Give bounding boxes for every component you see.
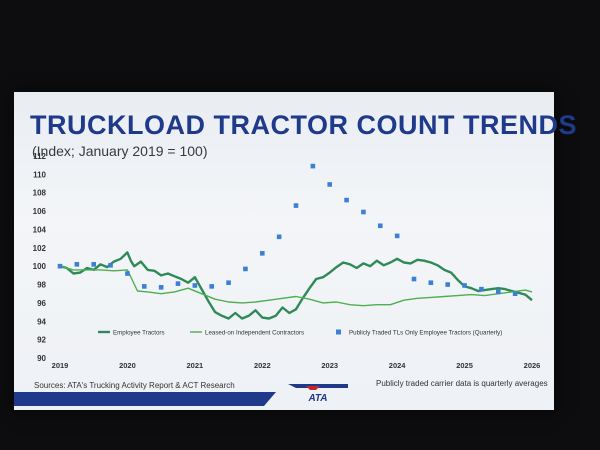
scatter-point-public-tractors xyxy=(141,284,147,289)
x-tick-label: 2024 xyxy=(389,361,407,370)
scatter-point-public-tractors xyxy=(310,163,316,169)
logo-eagle-red xyxy=(306,386,320,390)
y-tick-label: 90 xyxy=(37,354,46,363)
chart-title: TRUCKLOAD TRACTOR COUNT TRENDS xyxy=(30,110,577,140)
x-tick-label: 2025 xyxy=(456,361,473,370)
sources-note: Sources: ATA's Trucking Activity Report … xyxy=(34,381,235,390)
y-tick-label: 112 xyxy=(33,152,46,161)
y-tick-label: 96 xyxy=(37,299,46,308)
logo-text: ATA xyxy=(307,393,327,404)
scatter-point-public-tractors xyxy=(293,203,299,208)
scatter-point-public-tractors xyxy=(243,266,248,272)
x-tick-label: 2022 xyxy=(254,361,271,370)
scatter-point-public-tractors xyxy=(344,197,349,203)
series-line-leased-contractors xyxy=(59,265,533,307)
y-tick-label: 98 xyxy=(37,281,46,290)
scatter-point-public-tractors xyxy=(394,233,400,239)
scatter-point-public-tractors xyxy=(428,280,434,286)
legend-label: Employee Tractors xyxy=(113,330,165,337)
y-tick-label: 104 xyxy=(33,225,47,234)
scatter-point-public-tractors xyxy=(209,284,215,289)
scatter-point-public-tractors xyxy=(259,251,265,256)
y-tick-label: 94 xyxy=(37,317,46,326)
scatter-point-public-tractors xyxy=(411,276,417,282)
scatter-point-public-tractors xyxy=(108,262,113,268)
x-tick-label: 2023 xyxy=(321,361,338,370)
presentation-slide: TRUCKLOAD TRACTOR COUNT TRENDS (Index; J… xyxy=(14,92,576,410)
line-chart: 90 92 94 96 98 100 102 104 106 108 110 112 2019 2020 2… xyxy=(33,152,541,370)
x-tick-label: 2020 xyxy=(119,361,136,370)
scatter-point-public-tractors xyxy=(125,271,130,276)
scatter-point-public-tractors xyxy=(361,209,366,215)
scatter-point-public-tractors xyxy=(512,291,518,297)
footnote: Publicly traded carrier data is quarterl… xyxy=(376,379,548,388)
x-tick-label: 2021 xyxy=(187,361,204,370)
y-tick-label: 108 xyxy=(33,189,47,198)
scatter-point-public-tractors xyxy=(377,223,383,229)
x-tick-label: 2026 xyxy=(524,361,541,370)
x-tick-label: 2019 xyxy=(52,361,69,370)
scatter-point-public-tractors xyxy=(74,262,80,267)
legend-label: Leased-on Independent Contractors xyxy=(205,330,304,337)
scatter-point-public-tractors xyxy=(175,281,181,286)
series-line-employee-tractors xyxy=(59,251,533,320)
y-tick-label: 92 xyxy=(37,336,46,345)
scatter-point-public-tractors xyxy=(192,283,198,288)
scatter-point-public-tractors xyxy=(445,282,451,287)
scatter-point-public-tractors xyxy=(57,263,63,269)
y-tick-label: 100 xyxy=(33,262,47,271)
scatter-point-public-tractors xyxy=(276,234,282,240)
scatter-point-public-tractors xyxy=(462,283,467,288)
legend-swatch xyxy=(336,329,341,335)
scatter-point-public-tractors xyxy=(327,182,333,187)
scatter-point-public-tractors xyxy=(226,280,231,286)
scatter-point-public-tractors xyxy=(91,262,97,267)
scatter-point-public-tractors xyxy=(158,285,164,290)
scatter-point-public-tractors xyxy=(495,289,501,295)
footer-accent-bar xyxy=(14,392,276,406)
legend-label: Publicly Traded TLs Only Employee Tracto… xyxy=(349,330,502,337)
y-tick-label: 102 xyxy=(33,244,47,253)
scatter-point-public-tractors xyxy=(479,286,484,292)
y-tick-label: 110 xyxy=(33,170,46,179)
ata-logo: ATA xyxy=(288,384,348,404)
chart-subtitle: (Index; January 2019 = 100) xyxy=(32,143,208,159)
y-tick-label: 106 xyxy=(33,207,47,216)
